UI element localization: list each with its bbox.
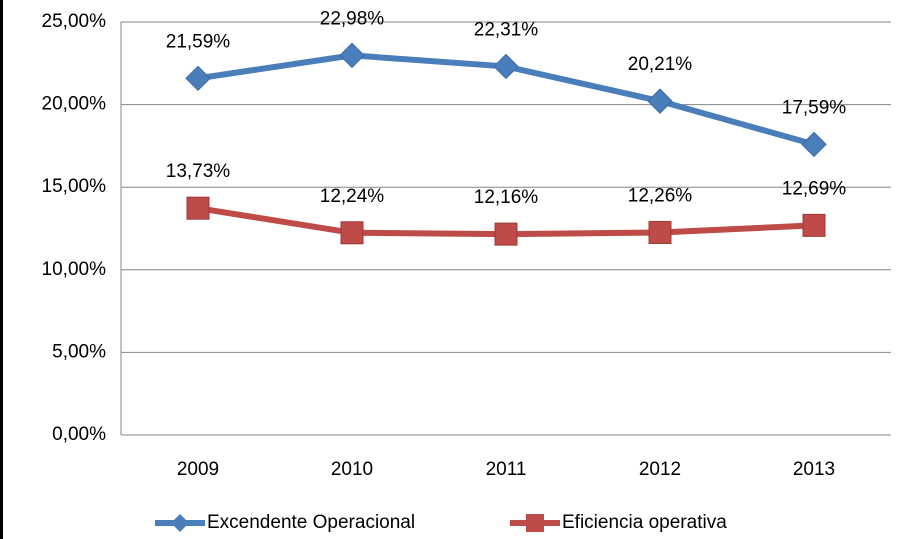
data-label: 21,59% — [166, 31, 231, 52]
x-tick-label: 2011 — [486, 459, 527, 480]
y-tick-label: 25,00% — [42, 11, 107, 32]
point — [493, 53, 519, 80]
data-label: 22,98% — [320, 8, 385, 29]
y-tick-label: 5,00% — [52, 341, 106, 362]
point — [494, 222, 518, 246]
point — [801, 131, 827, 158]
x-tick-label: 2012 — [639, 459, 681, 480]
data-label: 20,21% — [628, 54, 693, 75]
legend-marker — [171, 514, 189, 532]
point — [648, 220, 672, 244]
point — [339, 42, 365, 69]
data-label: 12,26% — [628, 185, 693, 206]
point — [185, 65, 211, 92]
data-label: 12,69% — [782, 178, 847, 199]
point — [340, 221, 364, 245]
data-label: 12,24% — [320, 186, 385, 207]
left-border — [0, 0, 3, 539]
legend-marker — [526, 514, 544, 532]
legend-label: Excendente Operacional — [207, 512, 415, 533]
y-tick-label: 15,00% — [42, 176, 107, 197]
x-tick-label: 2010 — [331, 459, 373, 480]
point — [186, 196, 210, 220]
data-label: 17,59% — [782, 97, 847, 118]
y-tick-label: 20,00% — [42, 94, 107, 115]
data-label: 12,16% — [474, 187, 539, 208]
y-tick-label: 10,00% — [42, 259, 107, 280]
data-label: 13,73% — [166, 161, 231, 182]
data-label: 22,31% — [474, 19, 539, 40]
y-tick-label: 0,00% — [52, 424, 106, 445]
x-tick-label: 2013 — [793, 459, 835, 480]
legend-label: Eficiencia operativa — [562, 512, 727, 533]
point — [802, 213, 826, 237]
x-tick-label: 2009 — [177, 459, 219, 480]
point — [647, 88, 673, 114]
